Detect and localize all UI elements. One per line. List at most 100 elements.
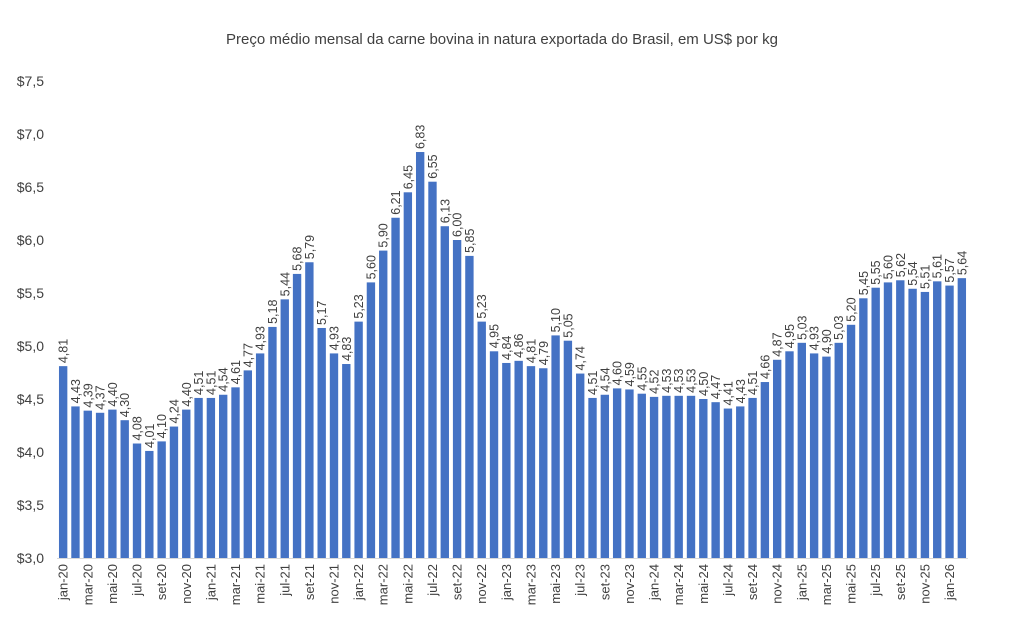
bar-value-label: 4,81 (57, 339, 71, 363)
bar-value-label: 4,74 (574, 346, 588, 370)
bar (576, 373, 585, 558)
bar-value-label: 5,05 (561, 313, 575, 337)
bar (711, 402, 720, 558)
bar-value-label: 4,50 (697, 372, 711, 396)
bar-value-label: 4,95 (488, 324, 502, 348)
bar (772, 359, 782, 558)
bar-value-label: 5,10 (549, 308, 563, 332)
y-axis: $3,0 $3,5 $4,0 $4,5 $5,0 $5,5 $6,0 $6,5 $7,0 $7,5 (17, 73, 44, 566)
bar-value-label: 4,93 (808, 326, 822, 350)
bar (809, 353, 819, 558)
bar-value-label: 4,43 (734, 379, 748, 403)
bar-value-label: 4,47 (709, 375, 723, 399)
bar-value-label: 4,08 (131, 416, 145, 440)
bar-value-label: 4,59 (623, 362, 637, 386)
bar-value-label: 5,90 (377, 223, 391, 247)
bar (649, 396, 659, 558)
bar-value-label: 4,61 (229, 360, 243, 384)
bar (391, 217, 400, 559)
bar-value-label: 4,83 (340, 337, 354, 361)
bar-value-label: 4,41 (721, 381, 735, 405)
bar (206, 397, 216, 558)
bar-value-label: 4,87 (771, 332, 785, 356)
bar-value-label: 5,54 (906, 261, 920, 285)
bar-value-label: 4,51 (586, 371, 600, 395)
x-tick-label: set-24 (745, 564, 760, 600)
bar-value-label: 5,55 (869, 260, 883, 284)
bar-value-label: 5,23 (352, 294, 366, 318)
bar-value-label: 5,62 (894, 253, 908, 277)
bar-value-label: 4,01 (143, 424, 157, 448)
x-tick-label: mai-24 (696, 564, 711, 604)
bar (255, 353, 265, 558)
bar-value-label: 4,39 (81, 383, 95, 407)
bar-value-label: 4,54 (217, 367, 231, 391)
bar (600, 394, 610, 558)
bar-value-label: 4,95 (783, 324, 797, 348)
bar-value-label: 4,51 (192, 371, 206, 395)
x-tick-label: jan-26 (942, 564, 957, 601)
bar-value-label: 5,17 (315, 301, 329, 325)
x-tick-label: mar-24 (671, 564, 686, 605)
chart-title: Preço médio mensal da carne bovina in na… (226, 31, 778, 48)
bar-value-label: 5,20 (845, 297, 859, 321)
bar-series (58, 152, 967, 559)
x-tick-label: jan-23 (499, 564, 514, 601)
bar (551, 335, 560, 558)
bar-value-label: 4,60 (611, 361, 625, 385)
bar-value-label: 5,57 (943, 258, 957, 282)
bar-value-label: 4,51 (746, 371, 760, 395)
bar-value-label: 5,03 (795, 315, 809, 339)
x-tick-label: mar-21 (228, 564, 243, 605)
bar-value-label: 6,13 (438, 199, 452, 223)
x-tick-label: jan-24 (647, 564, 662, 601)
x-tick-label: mar-25 (819, 564, 834, 605)
bar (182, 409, 191, 558)
bar (748, 397, 757, 558)
bar-value-label: 4,53 (660, 368, 674, 392)
x-tick-label: jan-22 (351, 564, 366, 601)
bar-value-label: 4,54 (598, 367, 612, 391)
bar (243, 370, 253, 558)
bar-value-label: 5,64 (955, 251, 969, 275)
bar-value-label: 4,10 (155, 414, 169, 438)
x-tick-label: set-20 (154, 564, 169, 600)
bar (477, 321, 486, 558)
x-tick-label: jul-24 (720, 564, 735, 597)
bar (502, 362, 511, 558)
bar-value-label: 4,81 (524, 339, 538, 363)
bar (871, 287, 880, 558)
bar-value-label: 4,55 (635, 366, 649, 390)
bar-value-label: 5,23 (475, 294, 489, 318)
bar-value-label: 4,93 (254, 326, 268, 350)
bar (280, 299, 289, 558)
bar (465, 255, 474, 558)
bar (723, 408, 733, 558)
bar (403, 192, 413, 559)
bar (157, 441, 166, 558)
bar (132, 443, 142, 558)
bar-value-label: 4,30 (118, 393, 132, 417)
bar-value-label: 5,85 (463, 229, 477, 253)
bar (428, 181, 437, 558)
bar-value-label: 4,53 (672, 368, 686, 392)
bar-value-label: 4,90 (820, 329, 834, 353)
x-tick-label: mar-23 (523, 564, 538, 605)
bar-value-label: 5,18 (266, 300, 280, 324)
y-tick-label: $4,5 (17, 391, 44, 407)
bar-value-label: 5,79 (303, 235, 317, 259)
x-tick-label: jul-23 (573, 564, 588, 597)
bar (588, 397, 597, 558)
x-tick-label: mai-25 (844, 564, 859, 604)
bar (563, 340, 573, 558)
bar (489, 351, 499, 558)
y-tick-label: $7,5 (17, 73, 44, 89)
bar (662, 395, 671, 558)
bar (366, 282, 376, 558)
bar (415, 152, 425, 558)
bar (231, 387, 240, 558)
bar (699, 399, 708, 558)
x-tick-label: jul-21 (277, 564, 292, 597)
